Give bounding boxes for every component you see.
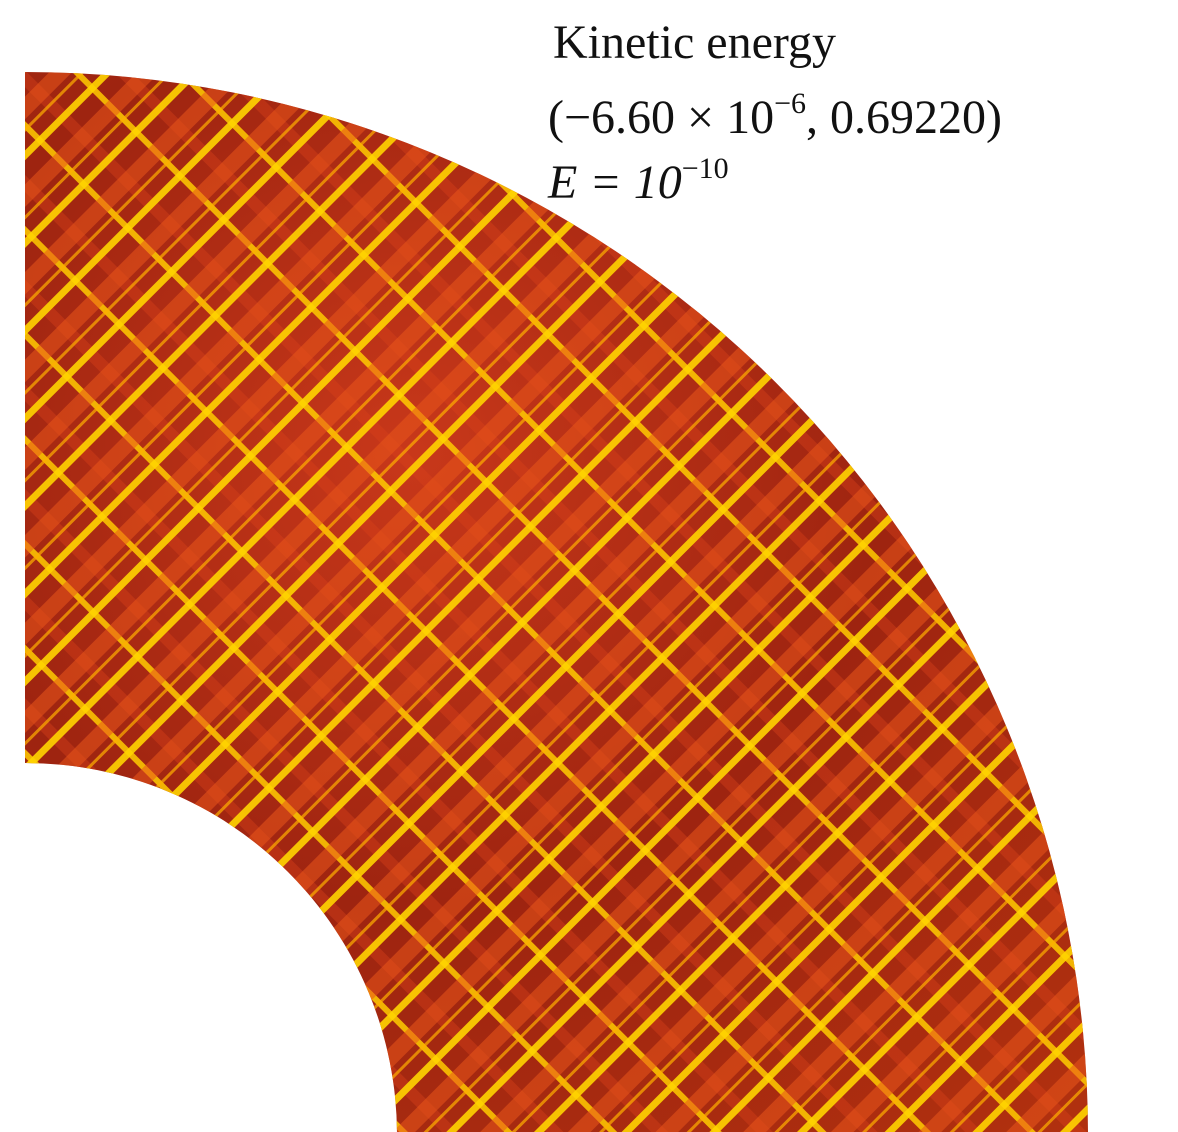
parameter-exponent: −10 xyxy=(682,152,729,185)
range-exponent: −6 xyxy=(774,87,806,120)
range-start: (−6.60 × 10 xyxy=(548,91,774,144)
page: Kinetic energy (−6.60 × 10−6, 0.69220) E… xyxy=(0,0,1178,1132)
caption-parameter: E = 10−10 xyxy=(547,152,729,209)
title-text: Kinetic energy xyxy=(553,16,836,69)
caption-title: Kinetic energy xyxy=(553,16,836,69)
range-end: , 0.69220) xyxy=(806,91,1002,144)
parameter-text: E = 10 xyxy=(547,156,682,209)
figure: Kinetic energy (−6.60 × 10−6, 0.69220) E… xyxy=(0,0,1178,1132)
caption-range: (−6.60 × 10−6, 0.69220) xyxy=(548,87,1002,144)
